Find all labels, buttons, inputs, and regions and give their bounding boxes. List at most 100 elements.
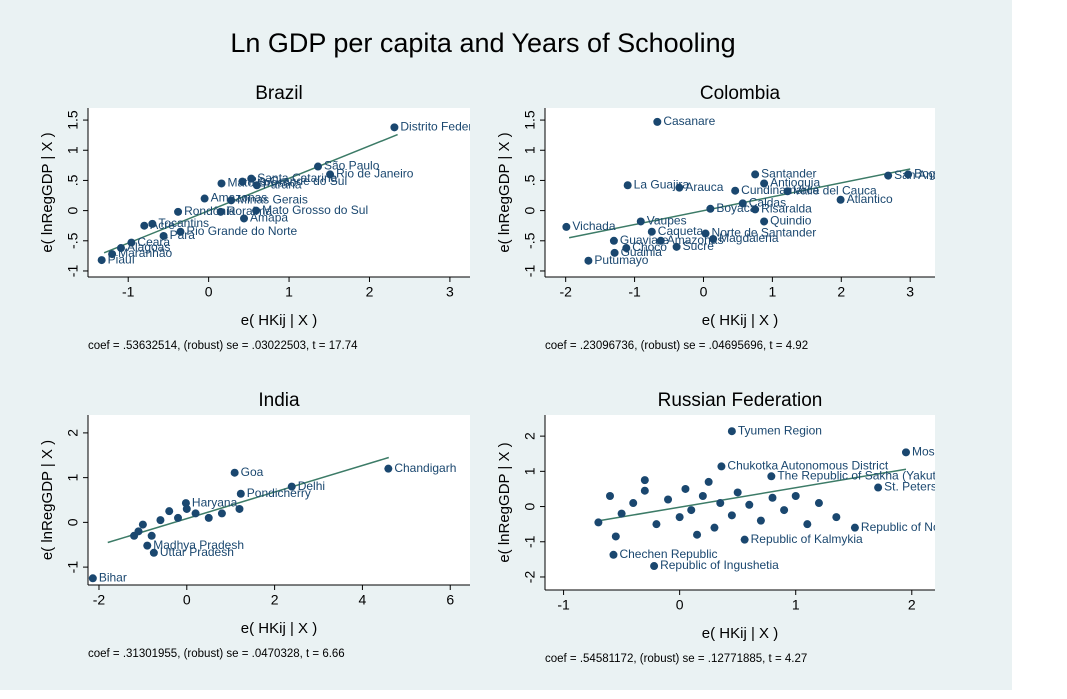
point-label: Uttar Pradesh — [160, 545, 234, 559]
x-tick-label: 1 — [285, 284, 293, 300]
point — [767, 472, 776, 481]
x-tick-label: 1 — [768, 284, 776, 300]
y-tick-label: 2 — [522, 432, 538, 440]
fit-line — [107, 456, 389, 544]
x-axis-title: e( HKij | X ) — [702, 625, 778, 642]
point — [97, 256, 106, 265]
point — [182, 504, 191, 513]
x-tick-label: -1 — [557, 597, 570, 613]
x-tick-label: 3 — [906, 284, 914, 300]
point-label: Alagoas — [127, 240, 170, 254]
point — [740, 535, 749, 544]
point — [636, 217, 645, 226]
y-axis-title: e( lnRegGDP | X ) — [39, 132, 56, 252]
panel: Russian Federation -1 0 1 2 -2 -1 0 1 2 e( HKij | … — [496, 390, 961, 665]
point — [176, 227, 185, 236]
point-label: Republic of Kalmykia — [751, 532, 863, 546]
point — [240, 214, 249, 223]
point — [733, 488, 742, 497]
point — [675, 183, 684, 192]
point — [650, 562, 659, 571]
point — [127, 238, 136, 247]
note: coef = .23096736, (robust) se = .0469569… — [545, 340, 808, 352]
point — [653, 117, 662, 126]
point-label: Guainia — [621, 245, 663, 259]
point-label: Vichada — [572, 219, 615, 233]
point-label: Risaralda — [761, 202, 812, 216]
point-label: Tocantins — [158, 216, 209, 230]
point — [287, 482, 296, 491]
point — [675, 513, 684, 522]
x-tick-label: 0 — [205, 284, 213, 300]
point — [780, 506, 789, 515]
y-tick-label: 0 — [522, 502, 538, 510]
point-label: Rio Grande do Sul — [248, 174, 347, 188]
point — [760, 217, 769, 226]
x-tick-label: 1 — [792, 597, 800, 613]
panel: Colombia -2 -1 0 1 2 3 -1 -.5 0 .5 1 1.5 e( HKij | X … — [496, 83, 935, 352]
plot-region — [545, 108, 935, 277]
point — [791, 491, 800, 500]
x-tick-label: -2 — [93, 592, 106, 608]
y-axis-title: e( lnRegGDP | X ) — [496, 442, 513, 562]
point-label: St. Petersburg — [884, 480, 961, 494]
y-tick-label: -2 — [522, 571, 538, 584]
point-label: Quindio — [770, 214, 812, 228]
point — [217, 179, 226, 188]
point-label: Amapá — [250, 211, 288, 225]
y-tick-label: 0 — [522, 207, 538, 215]
y-tick-label: -1 — [522, 265, 538, 278]
x-tick-label: 0 — [676, 597, 684, 613]
point — [704, 477, 713, 486]
point — [716, 499, 725, 508]
chart-title: Ln GDP per capita and Years of Schooling — [230, 28, 735, 58]
panel-title: Brazil — [255, 83, 303, 104]
y-tick-label: 1 — [522, 146, 538, 154]
point-label: Paraná — [263, 177, 302, 191]
point — [140, 221, 149, 230]
point-label: Antioquia — [770, 176, 820, 190]
x-axis-title: e( HKij | X ) — [241, 620, 317, 637]
note: coef = .53632514, (robust) se = .0302250… — [88, 340, 358, 352]
point-label: Caqueta — [658, 224, 704, 238]
x-tick-label: -1 — [122, 284, 135, 300]
y-axis-title: e( lnRegGDP | X ) — [496, 132, 513, 252]
point — [731, 186, 740, 195]
point — [681, 484, 690, 493]
point-label: Chechen Republic — [619, 547, 717, 561]
y-axis-title: e( lnRegGDP | X ) — [39, 440, 56, 560]
point — [874, 483, 883, 492]
point — [656, 236, 665, 245]
point — [738, 199, 747, 208]
y-tick-label: -.5 — [65, 232, 81, 249]
fit-line — [599, 468, 907, 522]
point-label: Distrito Federal — [400, 119, 481, 133]
point — [623, 181, 632, 190]
x-tick-label: -2 — [559, 284, 572, 300]
point — [836, 195, 845, 204]
point — [108, 250, 117, 259]
point — [610, 248, 619, 257]
point-label: Valle del Cauca — [794, 183, 877, 197]
point-label: Magdalena — [719, 231, 779, 245]
point — [606, 491, 614, 500]
point — [629, 499, 638, 508]
y-tick-label: 1 — [522, 467, 538, 475]
plot-region — [88, 415, 470, 585]
point — [709, 234, 718, 243]
x-tick-label: 4 — [359, 592, 367, 608]
point — [143, 541, 152, 550]
y-tick-label: 1 — [65, 474, 81, 482]
point — [672, 242, 681, 251]
x-axis-title: e( HKij | X ) — [241, 312, 317, 329]
point — [901, 448, 910, 457]
point — [384, 464, 393, 473]
point-label: Maranhão — [118, 246, 172, 260]
point-label: Arauca — [685, 180, 723, 194]
point-label: Casanare — [663, 114, 715, 128]
x-tick-label: 2 — [837, 284, 845, 300]
point — [149, 548, 158, 557]
point — [617, 509, 626, 518]
point — [904, 170, 913, 179]
